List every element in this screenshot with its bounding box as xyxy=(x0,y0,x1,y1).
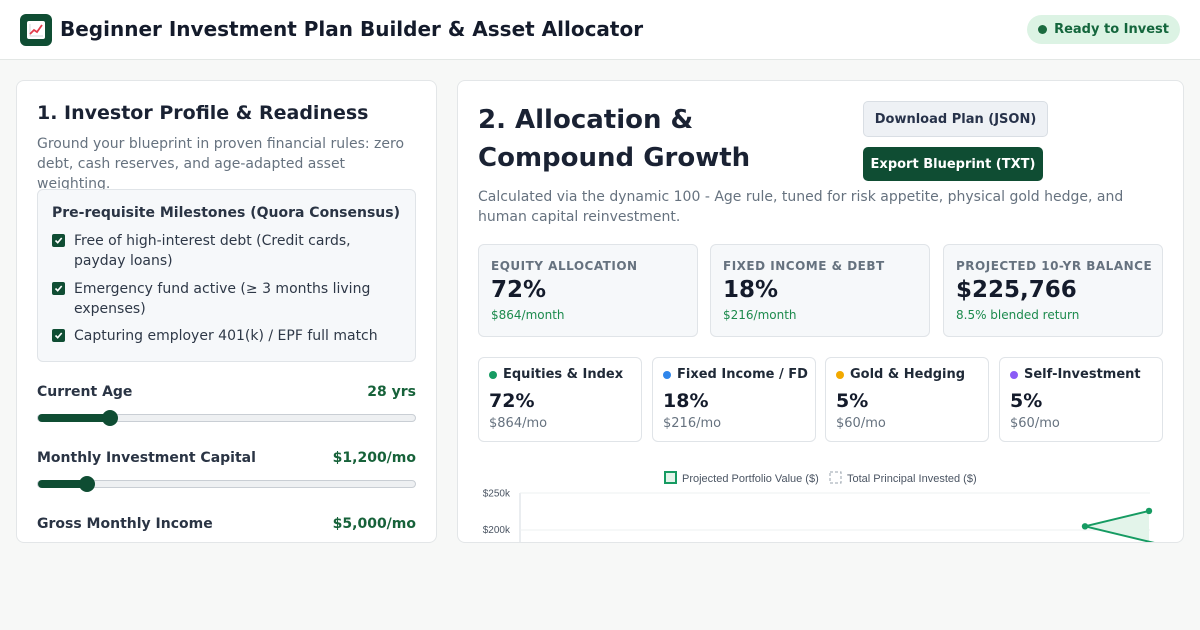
gold-dot-icon xyxy=(836,371,844,379)
capital-slider[interactable] xyxy=(37,476,416,492)
stat-value: $225,766 xyxy=(956,277,1077,303)
allocation-name: Self-Investment xyxy=(1024,367,1141,382)
age-slider[interactable] xyxy=(37,410,416,426)
allocation-name: Fixed Income / FD xyxy=(677,367,808,382)
slider-fill xyxy=(38,414,110,422)
milestone-item: Free of high-interest debt (Credit cards… xyxy=(52,231,402,271)
status-badge: Ready to Invest xyxy=(1027,15,1180,44)
y-tick-label: $250k xyxy=(483,489,511,500)
capital-slider-value: $1,200/mo xyxy=(332,450,416,466)
stat-label: EQUITY ALLOCATION xyxy=(491,259,638,273)
chart-increasing-icon xyxy=(20,14,52,46)
profile-title: 1. Investor Profile & Readiness xyxy=(37,102,369,124)
milestone-item: Capturing employer 401(k) / EPF full mat… xyxy=(52,326,402,346)
allocation-name: Gold & Hedging xyxy=(850,367,966,382)
allocation-card-self-investment: Self-Investment 5% $60/mo xyxy=(999,357,1163,442)
export-blueprint-button[interactable]: Export Blueprint (TXT) xyxy=(863,147,1043,181)
age-slider-label: Current Age xyxy=(37,384,133,400)
app-title: Beginner Investment Plan Builder & Asset… xyxy=(60,17,644,41)
portfolio-point xyxy=(1145,507,1153,515)
allocation-title: 2. Allocation & Compound Growth xyxy=(478,105,751,173)
allocation-card-gold: Gold & Hedging 5% $60/mo xyxy=(825,357,989,442)
stat-card-fixed-income: FIXED INCOME & DEBT 18% $216/month xyxy=(710,244,930,337)
growth-chart: Projected Portfolio Value ($) Total Prin… xyxy=(458,461,1183,542)
stat-value: 18% xyxy=(723,277,779,303)
stat-note: 8.5% blended return xyxy=(956,308,1080,322)
stat-card-projected-balance: PROJECTED 10-YR BALANCE $225,766 8.5% bl… xyxy=(943,244,1163,337)
capital-slider-label: Monthly Investment Capital xyxy=(37,450,256,466)
status-dot-icon xyxy=(1038,25,1048,34)
milestone-checkbox[interactable] xyxy=(52,329,65,342)
allocation-percent: 5% xyxy=(836,390,869,412)
stat-card-equity: EQUITY ALLOCATION 72% $864/month xyxy=(478,244,698,337)
allocation-amount: $60/mo xyxy=(836,416,886,431)
allocation-amount: $864/mo xyxy=(489,416,548,431)
allocation-card-fixed-income: Fixed Income / FD 18% $216/mo xyxy=(652,357,816,442)
stat-value: 72% xyxy=(491,277,547,303)
legend-swatch-portfolio xyxy=(664,471,677,484)
legend-swatch-principal xyxy=(829,471,842,484)
allocation-subtitle: Calculated via the dynamic 100 - Age rul… xyxy=(478,189,1124,225)
legend-label-portfolio: Projected Portfolio Value ($) xyxy=(682,473,819,485)
allocation-name: Equities & Index xyxy=(503,367,624,382)
download-plan-button[interactable]: Download Plan (JSON) xyxy=(863,101,1048,137)
slider-thumb[interactable] xyxy=(98,542,114,543)
stat-label: FIXED INCOME & DEBT xyxy=(723,259,885,273)
slider-fill xyxy=(38,480,87,488)
legend-label-principal: Total Principal Invested ($) xyxy=(847,473,977,485)
milestones-box: Pre-requisite Milestones (Quora Consensu… xyxy=(37,189,416,362)
age-slider-value: 28 yrs xyxy=(367,384,416,400)
income-slider-value: $5,000/mo xyxy=(332,516,416,532)
income-slider-label: Gross Monthly Income xyxy=(37,516,213,532)
milestone-label: Free of high-interest debt (Credit cards… xyxy=(74,233,351,269)
stat-note: $864/month xyxy=(491,308,565,322)
status-label: Ready to Invest xyxy=(1054,22,1169,37)
milestone-checkbox[interactable] xyxy=(52,282,65,295)
allocation-amount: $216/mo xyxy=(663,416,722,431)
allocation-percent: 18% xyxy=(663,390,709,412)
allocation-card-equities: Equities & Index 72% $864/mo xyxy=(478,357,642,442)
stat-label: PROJECTED 10-YR BALANCE xyxy=(956,259,1153,273)
growth-chart-svg: Projected Portfolio Value ($) Total Prin… xyxy=(483,471,1155,542)
equities-dot-icon xyxy=(489,371,497,379)
allocation-percent: 5% xyxy=(1010,390,1043,412)
milestone-label: Capturing employer 401(k) / EPF full mat… xyxy=(74,328,378,344)
milestones-title: Pre-requisite Milestones (Quora Consensu… xyxy=(52,205,400,221)
milestone-label: Emergency fund active (≥ 3 months living… xyxy=(74,281,371,317)
profile-subtitle: Ground your blueprint in proven financia… xyxy=(37,136,405,192)
allocation-amount: $60/mo xyxy=(1010,416,1060,431)
milestone-checkbox[interactable] xyxy=(52,234,65,247)
portfolio-point xyxy=(1081,523,1089,530)
fixed-income-dot-icon xyxy=(663,371,671,379)
milestone-item: Emergency fund active (≥ 3 months living… xyxy=(52,279,402,319)
app-header: Beginner Investment Plan Builder & Asset… xyxy=(0,0,1200,60)
investor-profile-panel: 1. Investor Profile & Readiness Ground y… xyxy=(16,80,437,543)
slider-thumb[interactable] xyxy=(101,410,118,426)
stat-note: $216/month xyxy=(723,308,797,322)
portfolio-area xyxy=(1085,510,1151,542)
allocation-panel: 2. Allocation & Compound Growth Download… xyxy=(457,80,1184,543)
y-tick-label: $200k xyxy=(483,525,511,536)
slider-thumb[interactable] xyxy=(79,476,95,492)
self-investment-dot-icon xyxy=(1010,371,1018,379)
portfolio-series xyxy=(1081,507,1155,542)
allocation-percent: 72% xyxy=(489,390,535,412)
